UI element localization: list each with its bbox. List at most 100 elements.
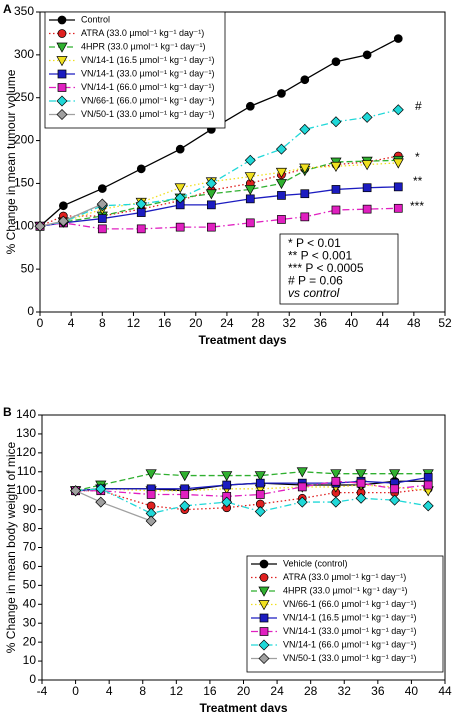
legend-marker [258,586,270,597]
marker [145,515,157,527]
y-axis-label: % Change in mean body weight of mice [4,441,18,653]
marker [145,469,157,480]
marker [331,205,341,215]
y-tick-label: 120 [16,445,36,459]
x-tick-label: 0 [37,316,44,330]
legend-label: 4HPR (33.0 µmol⁻¹ kg⁻¹ day⁻¹) [81,41,205,51]
y-tick-label: 80 [23,521,37,535]
legend-marker [56,95,68,107]
marker [277,89,286,98]
marker [331,57,341,67]
marker [34,220,46,232]
x-tick-label: 36 [314,316,328,330]
legend-marker [57,29,67,38]
marker [393,182,403,192]
series-line [39,155,399,227]
marker [277,215,286,224]
marker [275,167,288,179]
y-tick-label: 110 [17,464,36,478]
y-tick-label: 350 [14,4,34,18]
x-tick-label: 4 [106,684,113,698]
marker [331,476,341,486]
series-line [39,186,399,227]
legend-marker [259,573,269,582]
x-tick-label: 32 [283,316,297,330]
marker [245,101,255,111]
y-tick-label: 150 [14,176,34,190]
marker [254,506,266,518]
significance-mark: *** [410,199,424,213]
y-tick-label: 60 [23,559,37,573]
marker [96,198,108,210]
legend-box [246,555,444,673]
y-tick-label: 140 [16,407,36,421]
marker [423,473,433,482]
marker [362,183,372,193]
legend-label: VN/50-1 (33.0 µmol⁻¹ kg⁻¹ day⁻¹) [283,653,416,663]
note-box [279,233,399,305]
legend-marker [258,600,270,611]
marker [330,496,342,508]
marker [174,183,186,194]
x-tick-label: 40 [405,684,419,698]
x-tick-label: 40 [345,316,359,330]
marker [356,478,366,488]
marker [70,485,82,497]
series-line [39,203,103,227]
marker [300,212,310,222]
y-axis-label: % Change in mean tumour volume [4,69,18,254]
marker [175,222,185,232]
x-tick-label: 12 [170,684,184,698]
x-tick-label: 12 [127,316,141,330]
marker [389,494,401,506]
significance-mark: ** [413,174,423,188]
legend-label: VN/14-1 (66.0 µmol⁻¹ kg⁻¹ day⁻¹) [81,82,214,92]
legend-label: ATRA (33.0 µmol⁻¹ kg⁻¹ day⁻¹) [283,572,406,582]
marker [206,222,216,232]
marker [393,203,403,213]
marker [179,471,191,482]
x-tick-label: 44 [376,316,390,330]
legend-marker [57,15,67,25]
marker [59,201,68,211]
x-tick-label: 28 [304,684,318,698]
marker [97,184,107,193]
x-axis-label: Treatment days [198,333,286,347]
series-line [75,471,429,492]
y-tick-label: 0 [27,304,34,318]
marker [57,215,69,227]
marker [300,189,310,199]
panel-label: A [3,2,12,16]
marker [244,185,256,196]
y-tick-label: 50 [23,578,37,592]
series-line [39,37,399,227]
y-tick-label: 0 [29,672,36,686]
legend-label: VN/50-1 (33.0 µmol⁻¹ kg⁻¹ day⁻¹) [81,109,214,119]
marker [255,490,265,499]
marker [299,123,311,135]
marker [136,164,146,174]
marker [205,189,217,200]
marker [275,143,287,155]
marker [135,198,147,210]
marker [296,467,308,478]
marker [97,224,107,234]
legend-marker [57,69,67,79]
y-tick-label: 30 [23,615,37,629]
legend-label: 4HPR (33.0 µmol⁻¹ kg⁻¹ day⁻¹) [283,585,407,595]
marker [175,144,185,154]
legend-label: ATRA (33.0 µmol⁻¹ kg⁻¹ day⁻¹) [81,28,204,38]
x-tick-label: 20 [237,684,251,698]
legend-label: VN/66-1 (66.0 µmol⁻¹ kg⁻¹ day⁻¹) [81,95,214,105]
legend-label: VN/14-1 (66.0 µmol⁻¹ kg⁻¹ day⁻¹) [283,639,416,649]
legend-marker [259,627,269,636]
note-line: * P < 0.01 [288,236,341,250]
marker [361,111,373,123]
marker [146,490,156,499]
marker [330,469,342,480]
series-line [75,488,429,511]
legend-label: VN/14-1 (33.0 µmol⁻¹ kg⁻¹ day⁻¹) [81,68,214,78]
x-tick-label: 20 [189,316,203,330]
legend-box [44,11,226,129]
